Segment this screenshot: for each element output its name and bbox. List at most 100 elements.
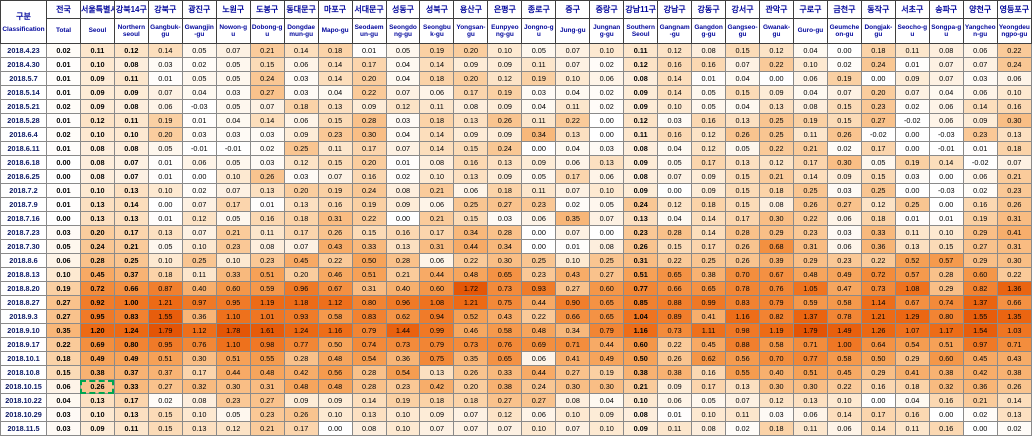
value-cell[interactable]: 0.69 bbox=[521, 337, 557, 352]
value-cell[interactable]: 0.00 bbox=[589, 113, 625, 128]
value-cell[interactable]: 0.00 bbox=[147, 197, 183, 212]
value-cell[interactable]: 0.07 bbox=[725, 57, 761, 72]
value-cell[interactable]: 0.12 bbox=[623, 57, 659, 72]
value-cell[interactable]: 0.06 bbox=[962, 85, 998, 100]
value-cell[interactable]: 0.17 bbox=[113, 225, 149, 240]
column-header-ko-southern-seoul[interactable]: 강남11구 bbox=[623, 0, 659, 19]
value-cell[interactable]: 0.27 bbox=[487, 197, 523, 212]
column-header-ko-mapo-gu[interactable]: 마포구 bbox=[317, 0, 353, 19]
value-cell[interactable]: 0.93 bbox=[283, 309, 319, 324]
value-cell[interactable]: 0.03 bbox=[385, 113, 421, 128]
value-cell[interactable]: 0.29 bbox=[792, 253, 828, 268]
value-cell[interactable]: 0.03 bbox=[487, 211, 523, 226]
value-cell[interactable]: 0.30 bbox=[215, 379, 251, 394]
value-cell[interactable]: 0.13 bbox=[725, 113, 761, 128]
value-cell[interactable]: 0.73 bbox=[487, 281, 523, 296]
value-cell[interactable]: 1.79 bbox=[792, 323, 828, 338]
value-cell[interactable]: 0.37 bbox=[147, 365, 183, 380]
value-cell[interactable]: 0.22 bbox=[351, 85, 387, 100]
value-cell[interactable]: 0.16 bbox=[351, 169, 387, 184]
value-cell[interactable]: 0.98 bbox=[725, 323, 761, 338]
value-cell[interactable]: 0.34 bbox=[521, 127, 557, 142]
value-cell[interactable]: 0.06 bbox=[419, 253, 455, 268]
value-cell[interactable]: 0.18 bbox=[894, 379, 930, 394]
column-header-ko-nowon-gu[interactable]: 노원구 bbox=[215, 0, 251, 19]
value-cell[interactable]: 0.00 bbox=[589, 127, 625, 142]
value-cell[interactable]: 0.01 bbox=[385, 155, 421, 170]
value-cell[interactable]: 0.19 bbox=[385, 393, 421, 408]
row-header-date[interactable]: 2018.10.29 bbox=[0, 407, 47, 422]
value-cell[interactable]: 0.03 bbox=[894, 169, 930, 184]
value-cell[interactable]: 0.01 bbox=[46, 71, 81, 86]
value-cell[interactable]: 0.27 bbox=[249, 393, 285, 408]
value-cell[interactable]: -0.01 bbox=[215, 141, 251, 156]
value-cell[interactable]: 0.15 bbox=[657, 239, 693, 254]
value-cell[interactable]: 0.00 bbox=[46, 169, 81, 184]
value-cell[interactable]: 0.05 bbox=[215, 71, 251, 86]
value-cell[interactable]: 0.11 bbox=[792, 127, 828, 142]
value-cell[interactable]: 0.06 bbox=[147, 99, 183, 114]
value-cell[interactable]: 0.03 bbox=[657, 113, 693, 128]
value-cell[interactable]: 0.27 bbox=[962, 239, 998, 254]
column-header-ko-yeongdeungpo-gu[interactable]: 영등포구 bbox=[996, 0, 1032, 19]
value-cell[interactable]: 0.07 bbox=[385, 85, 421, 100]
value-cell[interactable]: 0.56 bbox=[317, 365, 353, 380]
value-cell[interactable]: 0.29 bbox=[759, 225, 794, 240]
value-cell[interactable]: 0.60 bbox=[419, 281, 455, 296]
value-cell[interactable]: 0.13 bbox=[555, 127, 591, 142]
value-cell[interactable]: 0.02 bbox=[181, 183, 217, 198]
value-cell[interactable]: 0.09 bbox=[79, 71, 115, 86]
value-cell[interactable]: 1.14 bbox=[860, 295, 896, 310]
value-cell[interactable]: 0.03 bbox=[46, 407, 81, 422]
value-cell[interactable]: 0.46 bbox=[453, 323, 489, 338]
value-cell[interactable]: 0.20 bbox=[147, 127, 183, 142]
value-cell[interactable]: 0.06 bbox=[826, 211, 862, 226]
value-cell[interactable]: 0.26 bbox=[996, 379, 1032, 394]
value-cell[interactable]: 0.06 bbox=[826, 421, 862, 436]
value-cell[interactable]: 0.11 bbox=[555, 99, 591, 114]
value-cell[interactable]: 0.03 bbox=[283, 169, 319, 184]
value-cell[interactable]: 0.35 bbox=[555, 211, 591, 226]
column-header-en-seoul[interactable]: Seoul bbox=[79, 18, 115, 44]
value-cell[interactable]: 0.65 bbox=[487, 267, 523, 282]
value-cell[interactable]: 0.19 bbox=[419, 43, 455, 58]
value-cell[interactable]: 1.21 bbox=[453, 295, 489, 310]
value-cell[interactable]: 0.31 bbox=[623, 253, 659, 268]
value-cell[interactable]: 0.14 bbox=[283, 43, 319, 58]
column-header-en-gangnam-gu[interactable]: Gangnam-gu bbox=[657, 18, 693, 44]
value-cell[interactable]: 0.10 bbox=[385, 407, 421, 422]
value-cell[interactable]: 0.25 bbox=[453, 197, 489, 212]
value-cell[interactable]: 0.38 bbox=[487, 379, 523, 394]
value-cell[interactable]: 0.09 bbox=[453, 57, 489, 72]
value-cell[interactable]: 0.03 bbox=[759, 407, 794, 422]
value-cell[interactable]: 0.17 bbox=[283, 225, 319, 240]
value-cell[interactable]: 0.35 bbox=[46, 323, 81, 338]
value-cell[interactable]: 0.26 bbox=[249, 169, 285, 184]
row-header-date[interactable]: 2018.6.18 bbox=[0, 155, 47, 170]
value-cell[interactable]: 0.49 bbox=[826, 267, 862, 282]
value-cell[interactable]: 0.09 bbox=[589, 407, 625, 422]
value-cell[interactable]: 0.10 bbox=[928, 225, 964, 240]
value-cell[interactable]: 0.12 bbox=[657, 197, 693, 212]
value-cell[interactable]: 0.08 bbox=[623, 169, 659, 184]
row-header-date[interactable]: 2018.10.8 bbox=[0, 365, 47, 380]
value-cell[interactable]: 0.15 bbox=[46, 365, 81, 380]
value-cell[interactable]: 0.17 bbox=[215, 197, 251, 212]
value-cell[interactable]: 0.14 bbox=[419, 127, 455, 142]
column-header-ko-seongdong-gu[interactable]: 성동구 bbox=[385, 0, 421, 19]
value-cell[interactable]: 0.60 bbox=[928, 351, 964, 366]
value-cell[interactable]: 0.17 bbox=[792, 155, 828, 170]
value-cell[interactable]: 0.10 bbox=[385, 421, 421, 436]
value-cell[interactable]: 0.10 bbox=[555, 71, 591, 86]
value-cell[interactable]: 0.22 bbox=[555, 113, 591, 128]
value-cell[interactable]: 0.04 bbox=[385, 57, 421, 72]
value-cell[interactable]: 1.72 bbox=[453, 281, 489, 296]
value-cell[interactable]: 0.00 bbox=[759, 71, 794, 86]
column-header-en-jongno-gu[interactable]: Jongno-gu bbox=[521, 18, 557, 44]
value-cell[interactable]: 0.06 bbox=[962, 169, 998, 184]
value-cell[interactable]: 0.30 bbox=[589, 379, 625, 394]
value-cell[interactable]: 0.10 bbox=[589, 421, 625, 436]
value-cell[interactable]: 0.24 bbox=[521, 379, 557, 394]
value-cell[interactable]: 0.11 bbox=[419, 99, 455, 114]
value-cell[interactable]: 0.79 bbox=[419, 337, 455, 352]
